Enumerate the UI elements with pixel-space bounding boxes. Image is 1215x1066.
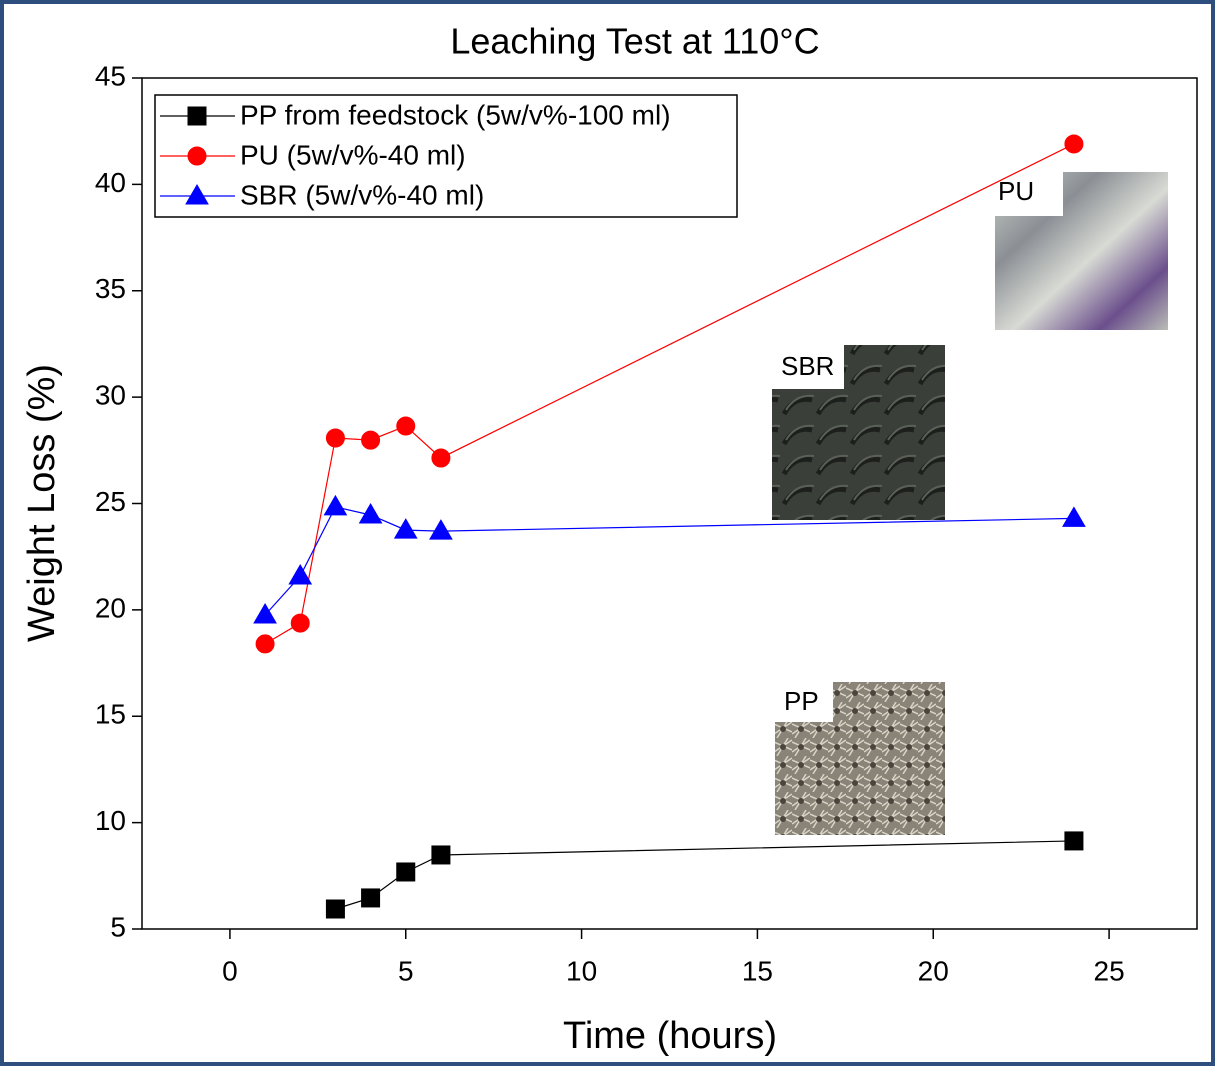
y-tick-label: 5 [110,911,126,942]
y-tick-label: 45 [95,60,126,91]
marker [1064,134,1084,154]
legend-marker [187,106,207,126]
marker [253,602,277,624]
legend-label: PU (5w/v%-40 ml) [240,139,466,170]
marker [393,518,418,539]
y-tick-label: 30 [95,380,126,411]
annotation-bg [995,172,1063,216]
y-tick-label: 20 [95,592,126,623]
annotation: PU [998,176,1034,206]
marker [361,888,381,908]
legend-label: SBR (5w/v%-40 ml) [240,179,484,210]
legend-label: PP from feedstock (5w/v%-100 ml) [240,99,671,130]
marker [323,494,348,516]
legend-marker [185,184,209,205]
marker [431,845,451,865]
marker [429,519,453,540]
y-tick-label: 25 [95,486,126,517]
marker [396,862,416,882]
marker [1062,506,1086,527]
marker [431,448,451,468]
marker [396,416,416,436]
marker [325,428,345,448]
marker [358,502,383,524]
marker [290,613,310,633]
legend [154,94,738,218]
annotation: PP [784,686,819,716]
annotation: SBR [781,351,834,381]
legend-marker [187,146,207,166]
x-tick-label: 0 [222,955,238,986]
x-tick-label: 15 [742,955,773,986]
y-tick-label: 40 [95,167,126,198]
y-axis-label: Weight Loss (%) [21,364,63,642]
x-tick-label: 5 [398,955,414,986]
marker [325,899,345,919]
x-tick-label: 10 [566,955,597,986]
y-tick-label: 15 [95,699,126,730]
x-axis-label: Time (hours) [563,1015,777,1057]
x-tick-label: 20 [918,955,949,986]
x-tick-label: 25 [1094,955,1125,986]
y-tick-label: 35 [95,273,126,304]
marker [361,430,381,450]
annotation-bg [772,345,844,389]
marker [1064,831,1084,851]
marker [288,564,313,585]
chart-title: Leaching Test at 110°C [450,21,819,62]
marker [255,634,275,654]
y-tick-label: 10 [95,805,126,836]
annotation-bg [775,682,833,722]
